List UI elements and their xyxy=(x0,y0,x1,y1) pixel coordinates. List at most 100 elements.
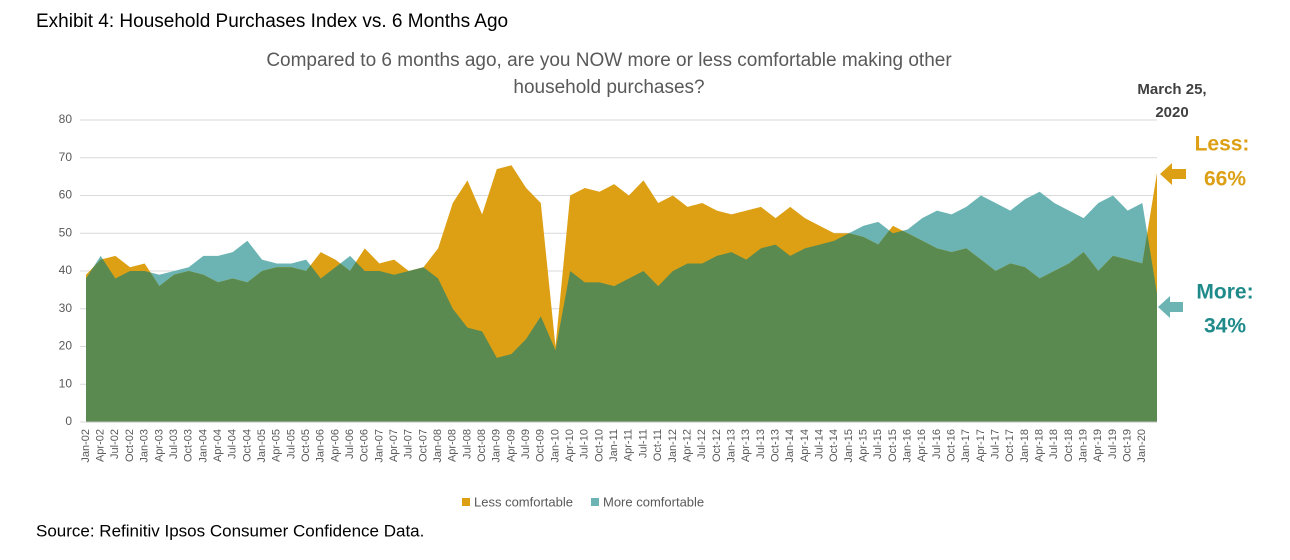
more-annotation: More: xyxy=(1196,281,1253,304)
x-tick-label: Apr-15 xyxy=(857,429,869,462)
x-tick-label: Jan-18 xyxy=(1019,429,1031,463)
legend-swatch xyxy=(462,498,470,506)
x-tick-label: Oct-03 xyxy=(183,429,195,462)
x-tick-label: Apr-05 xyxy=(271,429,283,462)
x-tick-label: Oct-13 xyxy=(769,429,781,462)
more-arrow xyxy=(1158,296,1183,318)
x-tick-label: Jan-13 xyxy=(725,429,737,463)
y-tick-label: 30 xyxy=(59,301,73,315)
x-tick-label: Jul-16 xyxy=(931,429,943,459)
x-tick-label: Jan-02 xyxy=(80,429,92,463)
x-tick-label: Jan-16 xyxy=(901,429,913,463)
x-tick-label: Jan-20 xyxy=(1136,429,1148,463)
x-tick-label: Apr-12 xyxy=(681,429,693,462)
x-tick-label: Apr-02 xyxy=(95,429,107,462)
y-tick-label: 50 xyxy=(59,225,73,239)
x-tick-label: Jul-18 xyxy=(1048,429,1060,459)
x-tick-label: Apr-19 xyxy=(1092,429,1104,462)
heading: Exhibit 4: Household Purchases Index vs.… xyxy=(36,11,508,32)
x-tick-label: Jul-19 xyxy=(1107,429,1119,459)
x-tick-label: Jul-06 xyxy=(344,429,356,459)
x-tick-label: Apr-10 xyxy=(564,429,576,462)
x-tick-label: Jul-13 xyxy=(755,429,767,459)
x-tick-label: Jul-07 xyxy=(403,429,415,459)
x-tick-label: Oct-08 xyxy=(476,429,488,462)
x-tick-label: Jan-12 xyxy=(667,429,679,463)
x-tick-label: Apr-08 xyxy=(447,429,459,462)
x-tick-label: Apr-06 xyxy=(329,429,341,462)
x-tick-label: Jan-10 xyxy=(549,429,561,463)
x-tick-label: Apr-09 xyxy=(505,429,517,462)
x-tick-label: Oct-05 xyxy=(300,429,312,462)
x-tick-label: Jul-10 xyxy=(579,429,591,459)
x-tick-label: Jan-03 xyxy=(139,429,151,463)
x-tick-label: Oct-02 xyxy=(124,429,136,462)
x-tick-label: Oct-17 xyxy=(1004,429,1016,462)
source: Source: Refinitiv Ipsos Consumer Confide… xyxy=(36,521,424,540)
x-tick-label: Jul-05 xyxy=(285,429,297,459)
y-tick-label: 10 xyxy=(59,376,73,390)
x-tick-label: Oct-16 xyxy=(946,429,958,462)
x-tick-label: Jul-14 xyxy=(813,429,825,459)
x-tick-label: Oct-14 xyxy=(828,429,840,462)
y-tick-label: 60 xyxy=(59,188,73,202)
chart-title: Compared to 6 months ago, are you NOW mo… xyxy=(266,50,952,71)
x-tick-label: Apr-17 xyxy=(975,429,987,462)
x-tick-label: Jan-09 xyxy=(491,429,503,463)
x-tick-label: Oct-06 xyxy=(359,429,371,462)
x-tick-label: Apr-04 xyxy=(212,429,224,462)
x-tick-label: Apr-11 xyxy=(623,429,635,461)
x-tick-label: Apr-13 xyxy=(740,429,752,462)
x-tick-label: Jan-06 xyxy=(315,429,327,463)
x-tick-label: Oct-19 xyxy=(1122,429,1134,462)
x-tick-label: Jan-11 xyxy=(608,429,620,462)
x-tick-label: Apr-16 xyxy=(916,429,928,462)
x-tick-label: Jul-08 xyxy=(461,429,473,459)
x-tick-label: Jul-17 xyxy=(990,429,1002,459)
x-tick-label: Jul-11 xyxy=(637,429,649,458)
y-tick-label: 80 xyxy=(59,112,73,126)
x-tick-label: Oct-18 xyxy=(1063,429,1075,462)
x-tick-label: Jan-15 xyxy=(843,429,855,463)
x-tick-label: Jan-05 xyxy=(256,429,268,463)
less-annotation: 66% xyxy=(1204,168,1246,191)
x-tick-label: Jan-04 xyxy=(197,429,209,463)
x-tick-label: Oct-12 xyxy=(711,429,723,462)
x-tick-label: Jul-03 xyxy=(168,429,180,459)
x-tick-label: Jan-07 xyxy=(373,429,385,463)
x-tick-label: Oct-09 xyxy=(535,429,547,462)
x-tick-label: Jul-12 xyxy=(696,429,708,459)
date-annotation: 2020 xyxy=(1155,104,1188,121)
more-annotation: 34% xyxy=(1204,315,1246,338)
x-tick-label: Apr-14 xyxy=(799,429,811,462)
x-tick-label: Jul-09 xyxy=(520,429,532,459)
x-tick-label: Jul-04 xyxy=(227,429,239,459)
legend-label: Less comfortable xyxy=(474,494,573,509)
x-tick-label: Apr-03 xyxy=(153,429,165,462)
y-tick-label: 40 xyxy=(59,263,73,277)
x-tick-label: Jan-08 xyxy=(432,429,444,463)
y-tick-label: 70 xyxy=(59,150,73,164)
x-tick-label: Oct-15 xyxy=(887,429,899,462)
date-annotation: March 25, xyxy=(1137,81,1206,98)
x-tick-label: Apr-18 xyxy=(1034,429,1046,462)
x-tick-label: Jan-17 xyxy=(960,429,972,463)
less-arrow xyxy=(1160,163,1186,185)
x-tick-label: Oct-04 xyxy=(241,429,253,462)
x-tick-label: Oct-11 xyxy=(652,429,664,461)
x-tick-label: Oct-07 xyxy=(417,429,429,462)
x-tick-label: Jan-14 xyxy=(784,429,796,463)
y-tick-label: 20 xyxy=(59,339,73,353)
y-tick-label: 0 xyxy=(65,414,72,428)
legend-label: More comfortable xyxy=(603,494,704,509)
x-tick-label: Apr-07 xyxy=(388,429,400,462)
legend-swatch xyxy=(591,498,599,506)
x-tick-label: Jul-02 xyxy=(109,429,121,459)
overlap-area xyxy=(86,191,1157,422)
less-annotation: Less: xyxy=(1195,133,1250,156)
x-tick-label: Jan-19 xyxy=(1078,429,1090,463)
chart-title: household purchases? xyxy=(513,77,704,98)
x-tick-label: Jul-15 xyxy=(872,429,884,459)
x-tick-label: Oct-10 xyxy=(593,429,605,462)
